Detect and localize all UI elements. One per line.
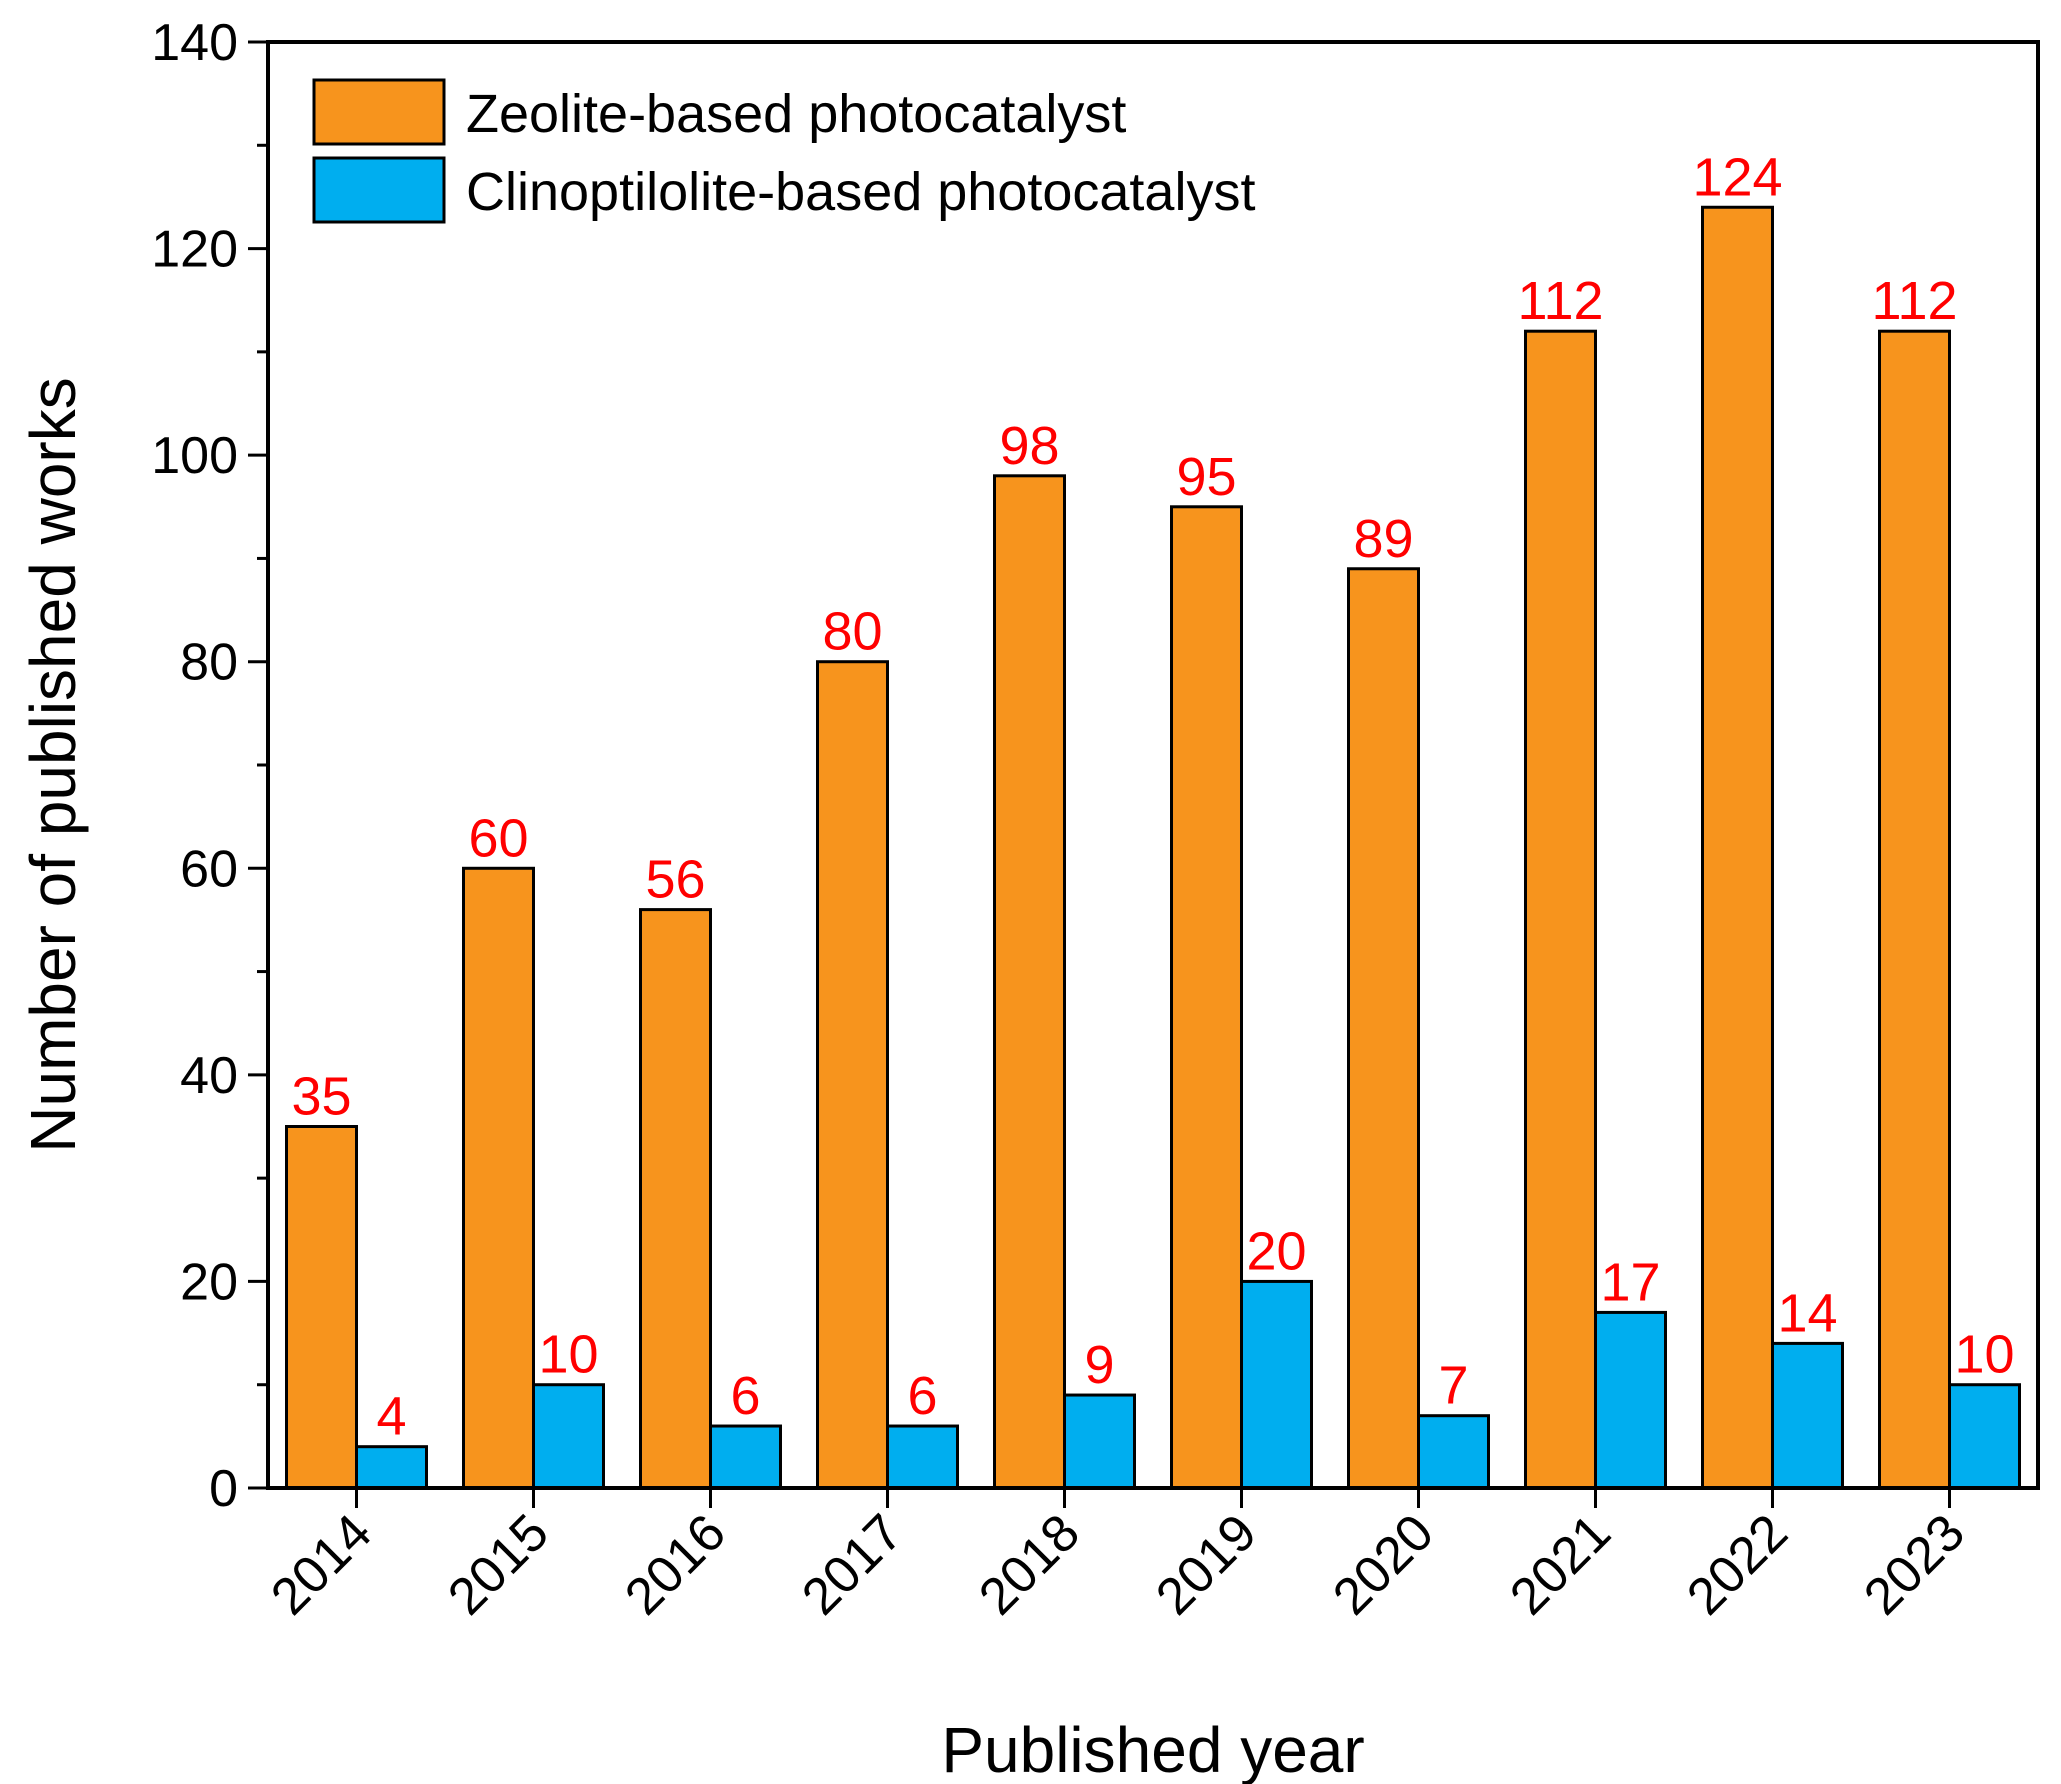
bar-clinoptilolite-2019: [1240, 1279, 1313, 1490]
data-label-zeolite-2018: 98: [999, 416, 1059, 476]
data-label-zeolite-2021: 112: [1517, 271, 1603, 331]
bar-zeolite-2021: [1524, 329, 1597, 1490]
data-label-zeolite-2020: 89: [1353, 509, 1413, 569]
bar-clinoptilolite-2014: [355, 1445, 428, 1490]
y-tick-label: 60: [180, 840, 238, 898]
legend-label-clinoptilolite: Clinoptilolite-based photocatalyst: [466, 162, 1255, 222]
y-tick-label: 80: [180, 634, 238, 692]
x-tick-label-2018: 2018: [968, 1503, 1091, 1626]
legend: Zeolite-based photocatalyst Clinoptiloli…: [312, 78, 1255, 224]
data-label-clinoptilolite-2023: 10: [1954, 1325, 2014, 1385]
bar-clinoptilolite-2023: [1948, 1383, 2021, 1490]
bar-zeolite-2023: [1878, 329, 1951, 1490]
bar-clinoptilolite-2015: [532, 1383, 605, 1490]
data-label-zeolite-2017: 80: [822, 602, 882, 662]
data-label-clinoptilolite-2017: 6: [907, 1366, 937, 1426]
x-tick-label-2017: 2017: [791, 1503, 914, 1626]
x-tick-label-2016: 2016: [614, 1503, 737, 1626]
y-tick-label: 0: [209, 1460, 238, 1518]
x-tick-label-2022: 2022: [1676, 1503, 1799, 1626]
x-tick-label-2015: 2015: [437, 1503, 560, 1626]
data-label-zeolite-2016: 56: [645, 850, 705, 910]
y-tick-label: 100: [151, 427, 238, 485]
bar-zeolite-2020: [1347, 567, 1420, 1490]
bar-clinoptilolite-2016: [709, 1424, 782, 1490]
data-label-zeolite-2014: 35: [291, 1067, 351, 1127]
data-label-clinoptilolite-2018: 9: [1084, 1335, 1114, 1395]
data-label-zeolite-2019: 95: [1176, 447, 1236, 507]
bar-zeolite-2017: [816, 660, 889, 1490]
data-label-zeolite-2023: 112: [1871, 271, 1957, 331]
data-label-clinoptilolite-2016: 6: [730, 1366, 760, 1426]
legend-label-zeolite: Zeolite-based photocatalyst: [466, 84, 1126, 144]
x-axis: 2014 2015 2016 2017 2018 2019 2020 2021 2022 2023: [260, 1488, 1976, 1626]
data-label-zeolite-2022: 124: [1692, 147, 1782, 207]
bar-clinoptilolite-2022: [1771, 1341, 1844, 1490]
bar-clinoptilolite-2017: [886, 1424, 959, 1490]
bars-group: [285, 205, 2021, 1490]
bar-zeolite-2014: [285, 1125, 358, 1490]
data-label-clinoptilolite-2022: 14: [1777, 1283, 1837, 1343]
bar-zeolite-2018: [993, 474, 1066, 1490]
y-axis-title: Number of published works: [17, 377, 89, 1152]
x-tick-label-2014: 2014: [260, 1503, 383, 1626]
data-label-clinoptilolite-2015: 10: [538, 1325, 598, 1385]
data-label-clinoptilolite-2021: 17: [1600, 1252, 1660, 1312]
x-tick-label-2021: 2021: [1499, 1503, 1622, 1626]
bar-zeolite-2016: [639, 908, 712, 1490]
data-label-zeolite-2015: 60: [468, 808, 528, 868]
data-label-clinoptilolite-2014: 4: [376, 1387, 406, 1447]
bar-zeolite-2015: [462, 866, 535, 1490]
x-tick-label-2023: 2023: [1853, 1503, 1976, 1626]
y-tick-label: 40: [180, 1047, 238, 1105]
y-axis: 0 20 40 60 80 100 120 140: [151, 14, 268, 1518]
y-tick-label: 20: [180, 1253, 238, 1311]
legend-swatch-zeolite: [312, 78, 446, 146]
data-label-clinoptilolite-2020: 7: [1438, 1356, 1468, 1416]
y-tick-label: 120: [151, 221, 238, 279]
x-tick-label-2019: 2019: [1145, 1503, 1268, 1626]
data-labels-group: 35 4 60 10 56 6 80 6 98 9 95 20 89 7 112 17 124 14 112 10: [291, 147, 2014, 1446]
y-tick-label: 140: [151, 14, 238, 72]
bar-clinoptilolite-2021: [1594, 1310, 1667, 1490]
x-tick-label-2020: 2020: [1322, 1503, 1445, 1626]
bar-clinoptilolite-2020: [1417, 1414, 1490, 1490]
data-label-clinoptilolite-2019: 20: [1246, 1221, 1306, 1281]
bar-clinoptilolite-2018: [1063, 1393, 1136, 1490]
x-axis-title: Published year: [941, 1714, 1364, 1784]
bar-zeolite-2019: [1170, 505, 1243, 1490]
bar-zeolite-2022: [1701, 205, 1774, 1490]
legend-swatch-clinoptilolite: [312, 156, 446, 224]
